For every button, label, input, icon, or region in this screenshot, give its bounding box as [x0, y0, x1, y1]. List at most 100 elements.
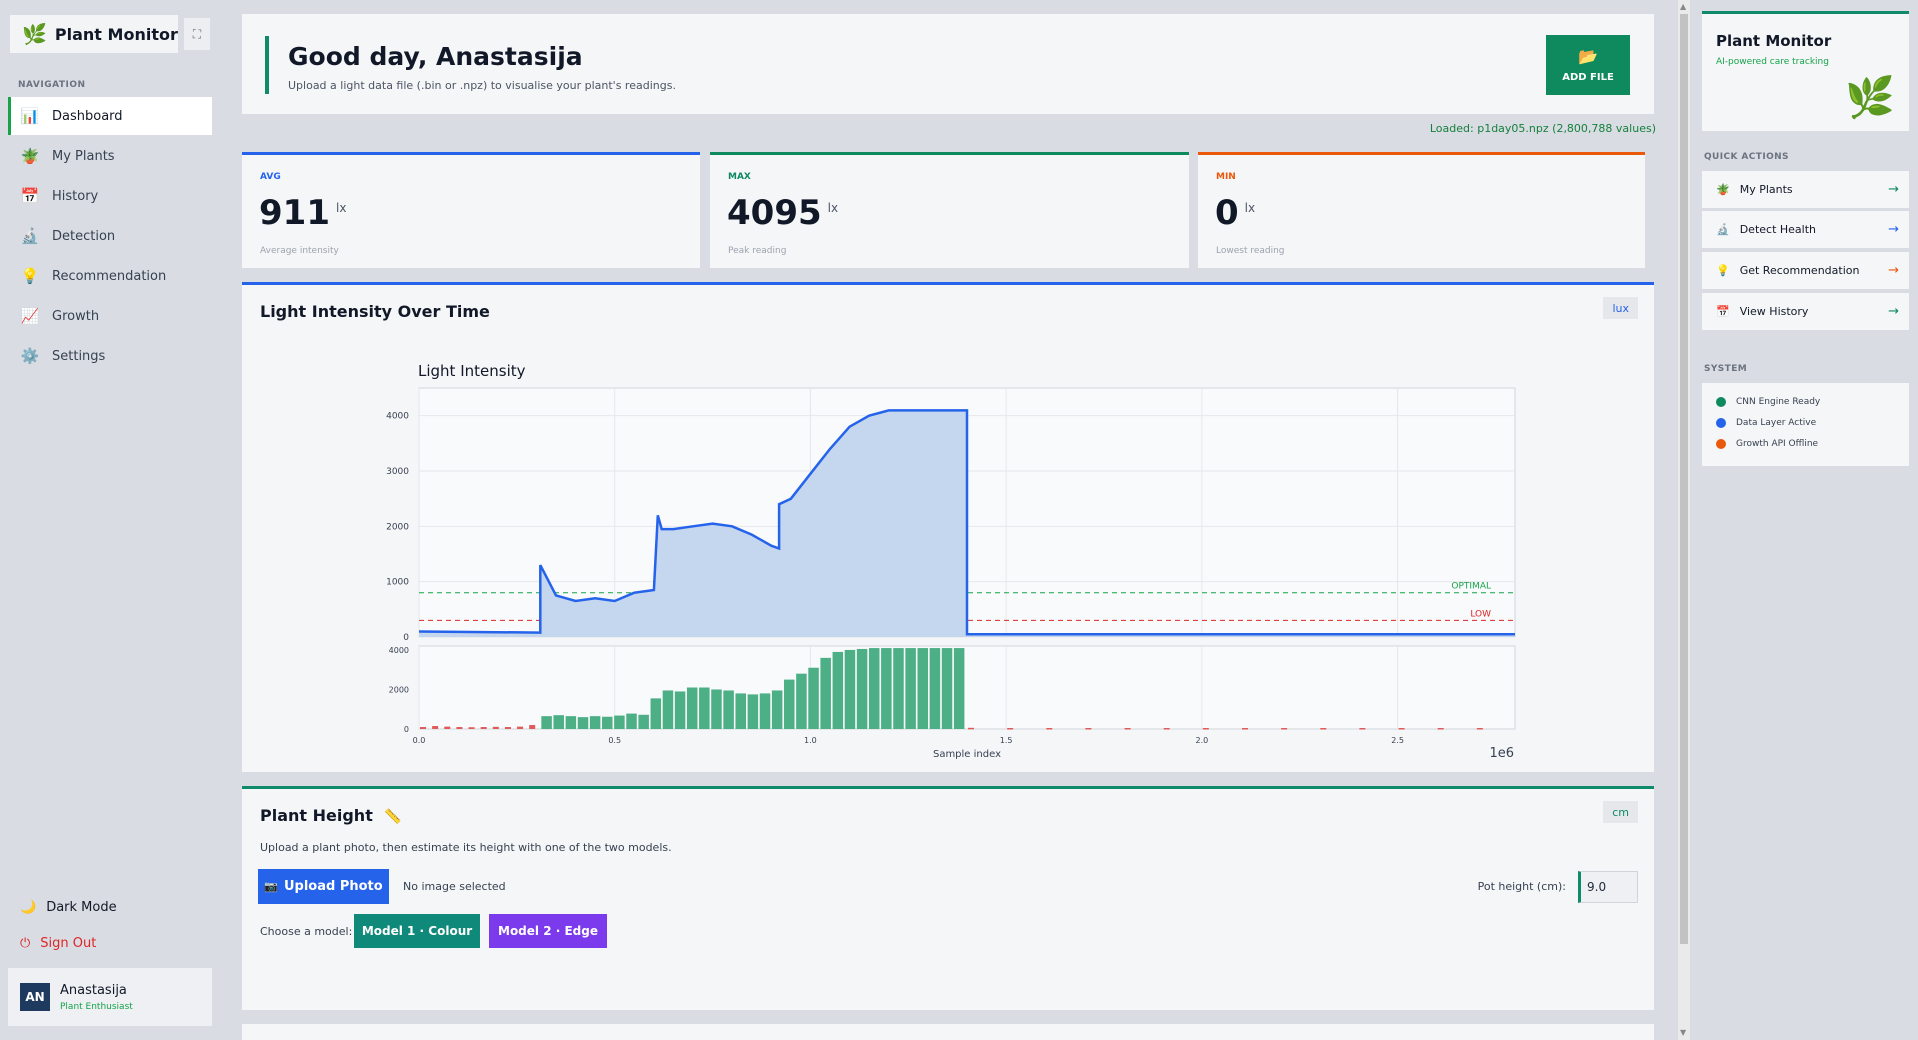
sidebar-item-my-plants[interactable]: 🪴 My Plants	[8, 137, 212, 175]
lightbulb-icon: 💡	[1716, 264, 1730, 277]
model-2-button[interactable]: Model 2 · Edge	[489, 914, 607, 948]
sidebar-item-label: History	[52, 188, 99, 204]
sidebar-item-growth[interactable]: 📈 Growth	[8, 297, 212, 335]
camera-icon: 📷	[264, 880, 278, 893]
sidebar-item-detection[interactable]: 🔬 Detection	[8, 217, 212, 255]
expand-icon[interactable]: ⛶	[184, 18, 210, 50]
bar	[529, 725, 536, 729]
bar	[953, 648, 965, 729]
unit-badge: cm	[1603, 801, 1638, 823]
ruler-icon: 📏	[384, 809, 402, 825]
bar	[674, 691, 686, 729]
height-description: Upload a plant photo, then estimate its …	[260, 841, 672, 854]
add-file-button[interactable]: 📂 ADD FILE	[1546, 35, 1630, 95]
arrow-right-icon: →	[1888, 263, 1899, 278]
sign-out-label: Sign Out	[40, 936, 97, 951]
moon-icon: 🌙	[20, 900, 37, 915]
stat-card-avg: AVG 911 lx Average intensity	[242, 152, 700, 268]
bar	[844, 649, 856, 729]
bar	[905, 648, 916, 729]
quick-action-my-plants[interactable]: 🪴 My Plants →	[1702, 171, 1909, 208]
sidebar-item-label: Detection	[52, 228, 116, 244]
stat-unit: lx	[335, 201, 347, 215]
bar-plot-frame	[418, 645, 1516, 730]
bar	[541, 716, 552, 729]
sidebar-item-label: Dashboard	[52, 108, 123, 124]
bar	[614, 715, 625, 729]
bar	[1046, 728, 1053, 730]
light-intensity-chart[interactable]: Light Intensity 0 1000 2000 3000 4000 0 2000 4…	[242, 285, 1654, 775]
leaf-icon: 🌿	[22, 22, 47, 46]
nav-list: 📊 Dashboard 🪴 My Plants 📅 History 🔬 Dete…	[8, 97, 212, 377]
bar-series	[420, 648, 1483, 730]
x-axis-label: Sample index	[933, 749, 1001, 760]
bar	[747, 694, 759, 729]
brand[interactable]: 🌿 Plant Monitor	[10, 15, 178, 53]
scroll-down-icon[interactable]: ▼	[1680, 1028, 1687, 1037]
unit-badge: lux	[1603, 297, 1638, 319]
bar	[444, 726, 451, 729]
y-tick-label: 3000	[386, 467, 409, 477]
quick-action-detect-health[interactable]: 🔬 Detect Health →	[1702, 211, 1909, 248]
potted-plant-icon: 🪴	[1716, 183, 1730, 196]
scrollbar[interactable]: ▲ ▼	[1678, 0, 1690, 1040]
bar	[941, 648, 953, 729]
pot-height-label: Pot height (cm):	[1477, 880, 1566, 893]
scroll-thumb[interactable]	[1680, 14, 1688, 944]
bar	[553, 715, 564, 729]
light-intensity-card: Light Intensity Over Time lux Light Inte…	[242, 282, 1654, 772]
x-axis-multiplier: 1e6	[1489, 746, 1514, 761]
gear-icon: ⚙️	[20, 347, 40, 365]
bar	[1242, 728, 1248, 730]
bar	[868, 648, 880, 729]
user-card[interactable]: AN Anastasija Plant Enthusiast	[8, 968, 212, 1026]
sidebar-item-history[interactable]: 📅 History	[8, 177, 212, 215]
calendar-icon: 📅	[1716, 305, 1730, 318]
microscope-icon: 🔬	[20, 227, 40, 245]
sign-out-button[interactable]: ⏻ Sign Out	[20, 936, 96, 951]
sidebar-item-settings[interactable]: ⚙️ Settings	[8, 337, 212, 375]
sidebar-item-label: My Plants	[52, 148, 115, 164]
quick-action-get-recommendation[interactable]: 💡 Get Recommendation →	[1702, 252, 1909, 289]
bar	[1007, 728, 1014, 730]
bar	[808, 667, 819, 729]
chart-title: Light Intensity	[418, 362, 526, 380]
bar	[917, 648, 929, 729]
model-label: Choose a model:	[260, 925, 353, 938]
stat-caption: Lowest reading	[1216, 246, 1285, 256]
leaf-icon: 🌿	[1845, 75, 1895, 121]
accent-bar	[265, 36, 269, 94]
stat-card-min: MIN 0 lx Lowest reading	[1198, 152, 1645, 268]
greeting-card: Good day, Anastasija Upload a light data…	[242, 14, 1654, 114]
dark-mode-label: Dark Mode	[46, 900, 117, 915]
bar	[492, 726, 499, 729]
bar	[1398, 728, 1405, 730]
stat-number: 4095	[727, 193, 822, 233]
stat-caption: Peak reading	[728, 246, 787, 256]
right-panel: Plant Monitor AI-powered care tracking 🌿…	[1700, 0, 1918, 1040]
bar	[1359, 728, 1366, 730]
next-card	[242, 1024, 1654, 1040]
quick-action-view-history[interactable]: 📅 View History →	[1702, 293, 1909, 330]
dark-mode-toggle[interactable]: 🌙 Dark Mode	[20, 900, 117, 915]
bar-y-tick-label: 2000	[389, 685, 409, 694]
stat-label: MAX	[728, 172, 751, 182]
upload-photo-button[interactable]: 📷 Upload Photo	[258, 869, 389, 904]
sidebar-item-dashboard[interactable]: 📊 Dashboard	[8, 97, 212, 135]
model-1-button[interactable]: Model 1 · Colour	[354, 914, 480, 948]
stat-value: 0 lx	[1215, 193, 1255, 233]
quick-action-label: Detect Health	[1739, 223, 1816, 236]
bar	[1124, 728, 1131, 730]
bar	[420, 727, 426, 729]
scroll-up-icon[interactable]: ▲	[1680, 2, 1687, 11]
stat-number: 0	[1215, 193, 1239, 233]
sidebar-item-recommendation[interactable]: 💡 Recommendation	[8, 257, 212, 295]
status-dot	[1716, 397, 1726, 407]
threshold-label: OPTIMAL	[1451, 582, 1491, 592]
y-tick-label: 2000	[386, 522, 409, 532]
pot-height-input[interactable]: 9.0	[1578, 871, 1638, 903]
panel-subtitle: AI-powered care tracking	[1716, 57, 1829, 67]
card-title: Light Intensity Over Time	[260, 302, 490, 321]
quick-action-label: View History	[1739, 305, 1809, 318]
bar	[1202, 728, 1209, 730]
